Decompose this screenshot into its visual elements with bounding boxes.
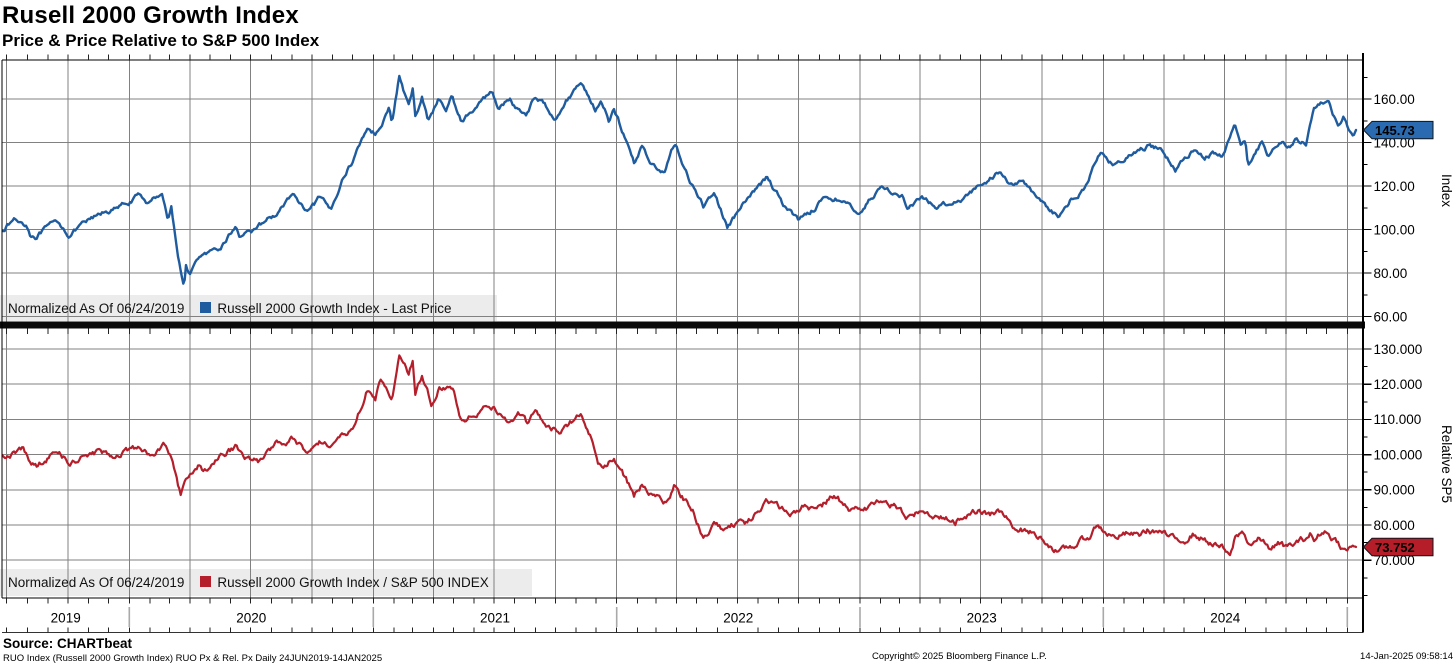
normalized-note-top: Normalized As Of 06/24/2019: [8, 300, 185, 316]
x-axis-year-label: 2021: [480, 611, 510, 626]
last-price-badge-label: 145.73: [1375, 123, 1415, 138]
last-price-badge-red: [1362, 537, 1434, 557]
gridlines: [2, 60, 1363, 598]
y-axis-tick-label: 90.000: [1374, 483, 1415, 498]
y-axis-tick-label: 60.00: [1374, 309, 1408, 324]
last-price-badge-label: 73.752: [1375, 540, 1415, 555]
series-swatch-blue-icon: [200, 301, 212, 313]
page-title: Rusell 2000 Growth Index: [2, 2, 299, 29]
normalized-note-bottom: Normalized As Of 06/24/2019: [8, 574, 185, 590]
x-axis-year-label: 2020: [236, 611, 266, 626]
footer-copyright: Copyright© 2025 Bloomberg Finance L.P.: [872, 651, 1047, 662]
y-axis-tick-label: 160.00: [1374, 92, 1415, 107]
y-axis-tick-label: 120.000: [1374, 377, 1423, 392]
series-label-price: Russell 2000 Growth Index - Last Price: [217, 300, 452, 316]
badges: 145.73 73.752: [1362, 120, 1434, 557]
series-line-relative: [2, 354, 1358, 557]
x-axis-year-label: 2019: [51, 611, 81, 626]
x-axis-year-label: 2024: [1210, 611, 1241, 626]
y-axis-title-index: Index: [1439, 174, 1454, 208]
legend-top: Normalized As Of 06/24/2019 Russell 2000…: [8, 297, 451, 319]
source-label: Source: CHARTbeat: [3, 636, 133, 651]
x-axis-year-label: 2023: [967, 611, 997, 626]
y-axis-tick-label: 120.00: [1374, 179, 1415, 194]
page-subtitle: Price & Price Relative to S&P 500 Index: [2, 31, 320, 50]
panel-separator: [0, 321, 1365, 329]
x-axis-year-label: 2022: [723, 611, 753, 626]
y-axis-tick-label: 110.000: [1374, 412, 1422, 427]
frames: [0, 53, 1365, 633]
y-axis-title-relative-sp5: Relative SP5: [1439, 424, 1454, 504]
footer-timestamp: 14-Jan-2025 09:58:14: [1360, 651, 1453, 662]
legend-bar-bottom: [0, 569, 532, 596]
y-axis-tick-label: 100.00: [1374, 222, 1415, 237]
y-axis-tick-label: 80.00: [1374, 266, 1408, 281]
ticks: [6, 54, 1349, 633]
y-axis-tick-label: 130.000: [1374, 342, 1423, 357]
y-axis-tick-label: 100.000: [1374, 447, 1423, 462]
legend-bottom: Normalized As Of 06/24/2019 Russell 2000…: [8, 571, 489, 593]
last-price-badge-blue: [1362, 120, 1434, 140]
series-label-relative: Russell 2000 Growth Index / S&P 500 INDE…: [217, 574, 489, 590]
y-axis-tick-label: 80.000: [1374, 518, 1415, 533]
footer-meta: RUO Index (Russell 2000 Growth Index) RU…: [3, 653, 383, 664]
y-axis-tick-label: 70.000: [1374, 553, 1415, 568]
series-group: [2, 74, 1358, 557]
series-swatch-red-icon: [200, 575, 212, 587]
series-line-price: [2, 74, 1358, 285]
